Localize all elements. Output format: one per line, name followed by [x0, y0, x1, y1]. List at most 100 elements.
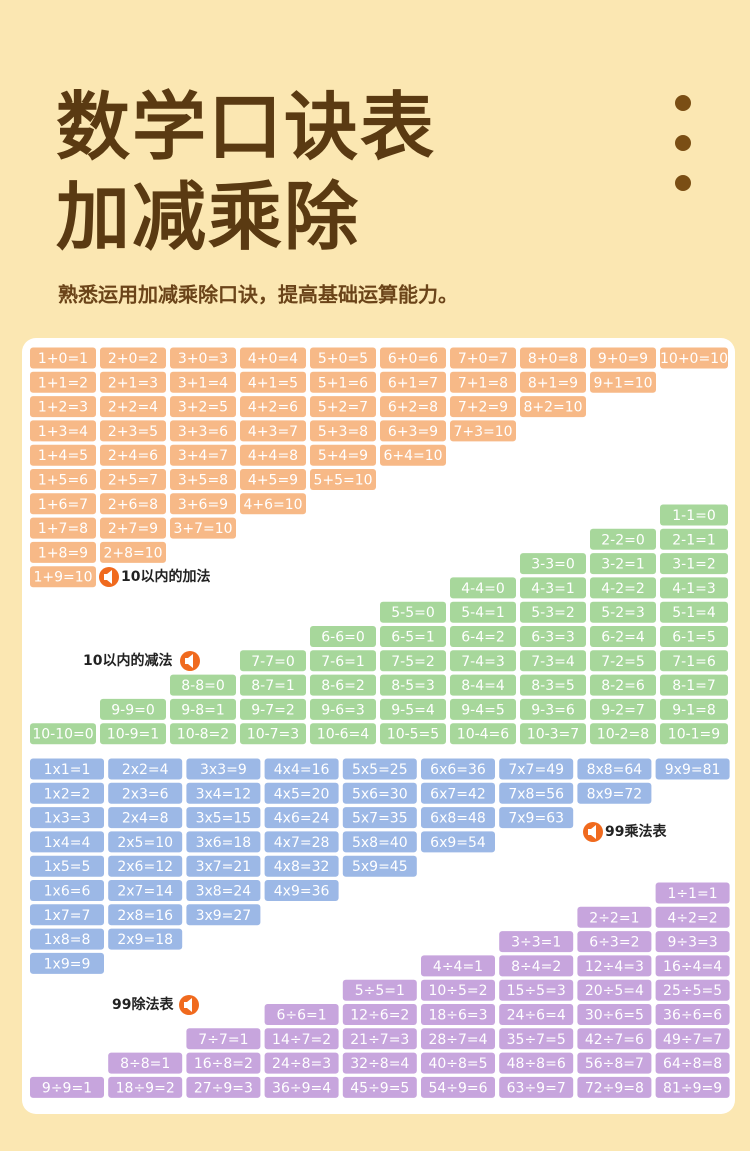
cell-text: 2x2=4: [122, 762, 169, 778]
cell: [577, 979, 652, 1001]
cell-text: 9+0=9: [598, 351, 648, 367]
dot: [675, 95, 691, 111]
cell: [450, 420, 516, 442]
cell: [342, 807, 417, 829]
section-label: 99除法表: [112, 996, 174, 1013]
cell-text: 3-1=2: [672, 557, 716, 573]
cell: [590, 577, 656, 599]
cell-text: 4+3=7: [248, 424, 298, 440]
cell-text: 4+2=6: [248, 400, 298, 416]
cell: [590, 371, 656, 393]
cell: [450, 723, 516, 745]
cell-text: 56÷8=7: [585, 1056, 644, 1072]
cell-text: 6+2=8: [388, 400, 438, 416]
cell-text: 3+5=8: [178, 473, 228, 489]
cell: [310, 396, 376, 418]
cell: [100, 541, 166, 563]
cell: [186, 904, 261, 926]
title-line1: 数学口诀表: [56, 85, 436, 171]
cell: [264, 831, 339, 853]
cell: [186, 1028, 261, 1050]
cell-text: 2+7=9: [108, 521, 158, 537]
cell: [100, 396, 166, 418]
cell-text: 27÷9=3: [194, 1080, 253, 1096]
cell: [342, 758, 417, 780]
cell: [30, 782, 104, 804]
cell-text: 12÷6=2: [350, 1008, 409, 1024]
cell: [499, 931, 574, 953]
cell-text: 5x7=35: [352, 811, 408, 827]
cell: [380, 723, 446, 745]
cell-text: 1+3=4: [38, 424, 88, 440]
cell-text: 6x6=36: [430, 762, 486, 778]
cell-text: 1+7=8: [38, 521, 88, 537]
cell: [186, 1052, 261, 1074]
cell-text: 7-7=0: [251, 654, 295, 670]
cell: [380, 698, 446, 720]
cell: [421, 1028, 495, 1050]
cell-text: 8x8=64: [587, 762, 643, 778]
cell-text: 8÷4=2: [511, 959, 561, 975]
cell: [30, 566, 96, 588]
cell: [30, 952, 104, 974]
cell-text: 9-1=8: [672, 702, 716, 718]
cell: [499, 758, 574, 780]
cell-text: 4-4=0: [461, 581, 505, 597]
cell-text: 40÷8=5: [428, 1056, 487, 1072]
cell: [450, 396, 516, 418]
cell: [590, 698, 656, 720]
cell: [100, 517, 166, 539]
cell: [310, 674, 376, 696]
cell-text: 4÷2=2: [668, 910, 718, 926]
cell: [240, 493, 306, 515]
cell-text: 16÷4=4: [663, 959, 722, 975]
cell: [660, 528, 728, 550]
cell: [186, 880, 261, 901]
cell-text: 10-4=6: [457, 727, 510, 743]
cell-text: 4+4=8: [248, 448, 298, 464]
cell: [655, 1052, 730, 1074]
cell: [30, 396, 96, 418]
cell: [170, 371, 236, 393]
cell: [660, 626, 728, 647]
cell: [421, 955, 495, 977]
cell: [170, 698, 236, 720]
cell-text: 9-2=7: [601, 702, 645, 718]
cell-text: 12÷4=3: [585, 959, 644, 975]
cell: [30, 371, 96, 393]
cell: [590, 553, 656, 575]
cell-text: 5÷5=1: [355, 983, 405, 999]
cell: [655, 906, 730, 928]
cell: [186, 855, 261, 877]
cell-text: 54÷9=6: [428, 1080, 487, 1096]
cell: [186, 807, 261, 829]
cell: [186, 782, 261, 804]
cell-text: 9-9=0: [111, 702, 155, 718]
cell-text: 1+5=6: [38, 473, 88, 489]
cell: [380, 601, 446, 623]
cell: [30, 469, 96, 490]
cell-text: 7+0=7: [458, 351, 508, 367]
cell-text: 6-1=5: [672, 630, 716, 646]
cell: [380, 347, 446, 369]
cell-text: 48÷8=6: [507, 1056, 566, 1072]
cell-text: 7+1=8: [458, 375, 508, 391]
cell-text: 9+1=10: [593, 375, 652, 391]
cell-text: 24÷6=4: [507, 1008, 566, 1024]
cell-text: 4x9=36: [274, 884, 330, 900]
cell: [310, 347, 376, 369]
cell-text: 1+0=1: [38, 351, 88, 367]
cell-text: 9-7=2: [251, 702, 295, 718]
cell-text: 2+3=5: [108, 424, 158, 440]
cell-text: 5+0=5: [318, 351, 368, 367]
cell: [499, 1028, 574, 1050]
cell: [170, 493, 236, 515]
cells: 1+0=1 1+1=2 1+2=3 1+3=4 1+4=5 1+5=6 1+6=7 1+7=8…: [30, 347, 730, 1098]
cell: [264, 1028, 339, 1050]
cell-text: 9-5=4: [391, 702, 435, 718]
cell: [30, 855, 104, 877]
cell-text: 10+0=10: [660, 351, 728, 367]
cell: [310, 698, 376, 720]
cell-text: 81÷9=9: [663, 1080, 722, 1096]
cell: [310, 650, 376, 672]
